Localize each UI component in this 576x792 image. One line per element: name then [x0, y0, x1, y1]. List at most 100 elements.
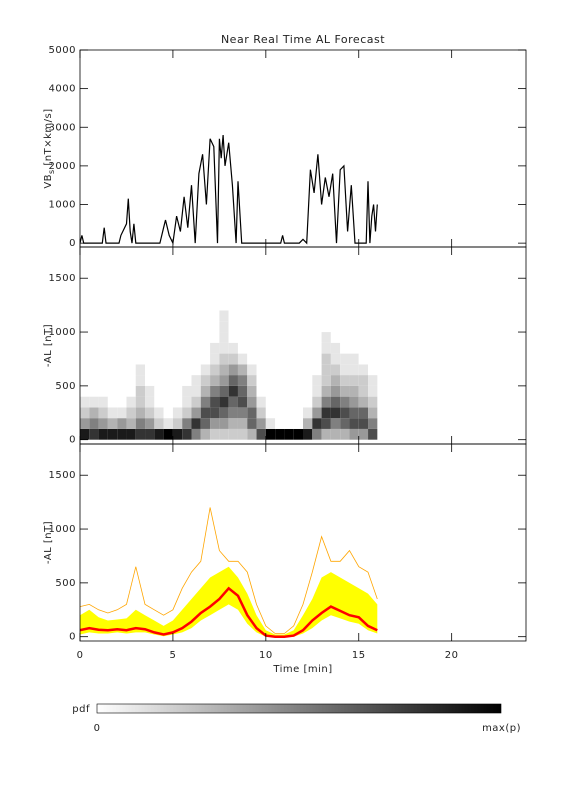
pdf-cell — [200, 332, 211, 343]
pdf-cell — [135, 375, 146, 386]
pdf-cell — [182, 353, 192, 365]
pdf-cell — [303, 310, 313, 322]
pdf-cell — [172, 353, 183, 365]
pdf-cell — [265, 407, 276, 419]
pdf-cell — [340, 375, 350, 386]
pdf-cell — [247, 428, 257, 440]
pdf-cell — [358, 353, 369, 365]
pdf-cell — [330, 364, 341, 376]
pdf-cell — [284, 396, 294, 408]
pdf-cell — [98, 407, 108, 419]
pdf-cell — [219, 310, 229, 322]
pdf-cell — [145, 332, 155, 343]
pdf-cell — [247, 321, 257, 333]
pdf-cell — [275, 396, 285, 408]
pdf-cell — [256, 364, 266, 376]
pdf-cell — [219, 385, 229, 397]
pdf-cell — [265, 385, 276, 397]
pdf-cell — [228, 375, 238, 386]
pdf-cell — [330, 310, 341, 322]
pdf-cell — [219, 418, 229, 429]
pdf-cell — [256, 375, 266, 386]
pdf-cell — [237, 407, 248, 419]
pdf-cell — [349, 332, 359, 343]
pdf-cell — [293, 321, 303, 333]
pdf-cell — [237, 396, 248, 408]
pdf-cell — [247, 342, 257, 354]
pdf-cell — [340, 342, 350, 354]
pdf-cell — [98, 396, 108, 408]
pdf-cell — [200, 353, 211, 365]
pdf-cell — [293, 396, 303, 408]
pdf-cell — [265, 375, 276, 386]
pdf-cell — [98, 428, 108, 440]
pdf-cell — [89, 353, 99, 365]
pdf-cell — [107, 396, 118, 408]
pdf-cell — [117, 396, 127, 408]
pdf-cell — [200, 428, 211, 440]
pdf-cell — [89, 310, 99, 322]
pdf-cell — [358, 428, 369, 440]
pdf-cell — [135, 321, 146, 333]
pdf-cell — [200, 342, 211, 354]
pdf-cell — [172, 396, 183, 408]
pdf-cell — [210, 418, 220, 429]
pdf-cell — [330, 332, 341, 343]
pdf-cell — [265, 310, 276, 322]
pdf-cell — [368, 332, 378, 343]
pdf-cell — [98, 375, 108, 386]
pdf-cell — [98, 321, 108, 333]
pdf-cell — [154, 364, 164, 376]
pdf-cell — [200, 396, 211, 408]
pdf-cell — [219, 353, 229, 365]
x-tick-label: 5 — [169, 650, 176, 661]
pdf-cell — [135, 353, 146, 365]
pdf-cell — [237, 375, 248, 386]
pdf-cell — [135, 418, 146, 429]
pdf-cell — [182, 396, 192, 408]
pdf-cell — [275, 353, 285, 365]
pdf-cell — [256, 428, 266, 440]
pdf-cell — [321, 428, 331, 440]
colorbar — [96, 703, 502, 714]
pdf-cell — [293, 332, 303, 343]
pdf-cell — [340, 385, 350, 397]
pdf-cell — [275, 364, 285, 376]
pdf-cell — [191, 342, 201, 354]
pdf-cell — [321, 310, 331, 322]
pdf-cell — [191, 332, 201, 343]
pdf-cell — [303, 396, 313, 408]
pdf-cell — [284, 385, 294, 397]
forecast-line — [80, 507, 378, 634]
pdf-cell — [284, 375, 294, 386]
pdf-cell — [256, 332, 266, 343]
pdf-cell — [210, 396, 220, 408]
pdf-cell — [200, 418, 211, 429]
pdf-cell — [80, 418, 90, 429]
pdf-cell — [80, 310, 90, 322]
pdf-cell — [107, 353, 118, 365]
pdf-cell — [98, 364, 108, 376]
pdf-cell — [98, 385, 108, 397]
pdf-cell — [145, 428, 155, 440]
pdf-cell — [145, 364, 155, 376]
colorbar-max: max(p) — [482, 723, 521, 734]
pdf-cell — [321, 342, 331, 354]
pdf-cell — [89, 396, 99, 408]
pdf-cell — [135, 310, 146, 322]
pdf-cell — [340, 321, 350, 333]
y-tick-label: 1000 — [49, 327, 76, 338]
pdf-cell — [368, 375, 378, 386]
pdf-cell — [275, 310, 285, 322]
pdf-cell — [228, 321, 238, 333]
pdf-cell — [349, 342, 359, 354]
pdf-cell — [135, 407, 146, 419]
pdf-cell — [358, 375, 369, 386]
pdf-cell — [172, 321, 183, 333]
pdf-cell — [135, 396, 146, 408]
pdf-cell — [219, 407, 229, 419]
pdf-cell — [358, 407, 369, 419]
pdf-cell — [303, 353, 313, 365]
pdf-cell — [358, 385, 369, 397]
pdf-cell — [275, 428, 285, 440]
